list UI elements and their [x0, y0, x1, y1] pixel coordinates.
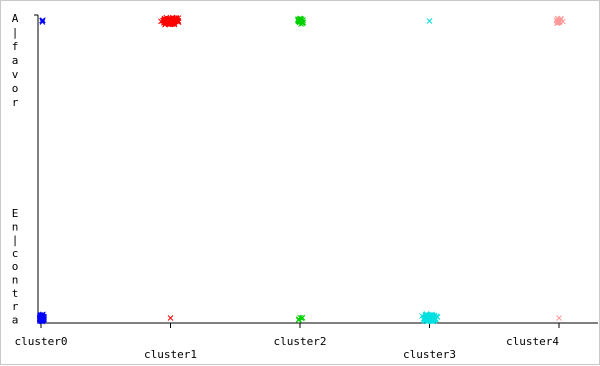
y-label-bottom-char: c [12, 247, 19, 260]
point-cluster4 [556, 315, 562, 321]
y-label-bottom-char: t [12, 287, 19, 300]
y-label-top-char: o [12, 82, 19, 95]
y-label-top-char: a [12, 54, 19, 67]
point-cluster1 [167, 315, 174, 321]
x-tick-label-cluster2: cluster2 [274, 335, 327, 348]
point-cluster0 [39, 318, 45, 325]
x-tick-label-cluster3: cluster3 [403, 348, 456, 361]
point-cluster1 [172, 15, 179, 22]
point-cluster2 [299, 314, 306, 321]
y-label-top-char: r [12, 96, 19, 109]
y-label-top-char: | [12, 26, 19, 39]
y-label-bottom-char: n [12, 220, 19, 233]
point-cluster0 [38, 312, 45, 319]
point-cluster3 [422, 313, 429, 319]
y-label-bottom-char: | [12, 234, 19, 247]
point-cluster2 [296, 316, 302, 323]
point-cluster2 [296, 18, 303, 25]
x-tick-label-cluster1: cluster1 [144, 348, 197, 361]
y-label-bottom-char: a [12, 313, 19, 326]
point-cluster1 [167, 19, 174, 26]
point-cluster0 [39, 19, 46, 25]
point-cluster3 [426, 315, 433, 321]
y-label-top-char: f [12, 40, 19, 53]
x-tick-label-cluster0: cluster0 [15, 335, 68, 348]
y-label-top-char: A [12, 12, 19, 25]
y-label-bottom-char: E [12, 207, 19, 220]
y-label-top-char: v [12, 68, 19, 81]
point-cluster3 [429, 317, 436, 324]
point-cluster3 [426, 18, 433, 24]
y-label-bottom-char: r [12, 300, 19, 313]
point-cluster1 [167, 21, 174, 27]
y-label-bottom-char: n [12, 274, 19, 287]
x-tick-label-cluster4: cluster4 [506, 335, 559, 348]
point-cluster4 [554, 15, 561, 22]
point-cluster0 [39, 313, 45, 320]
y-label-bottom-char: o [12, 260, 19, 273]
point-cluster0 [39, 17, 45, 24]
point-cluster4 [556, 19, 562, 26]
